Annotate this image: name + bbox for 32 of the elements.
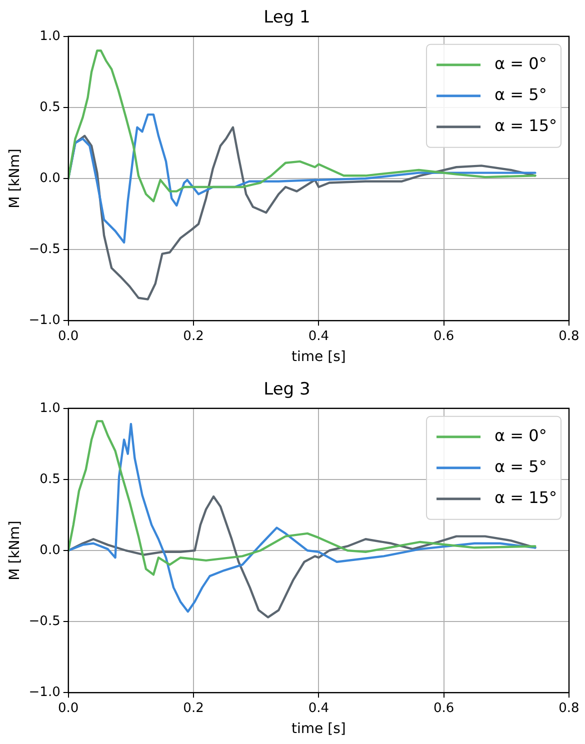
legend-label: α = 5°	[494, 85, 547, 104]
chart-title: Leg 1	[264, 8, 310, 28]
x-axis-title: time [s]	[292, 721, 346, 738]
x-tick-label: 0.4	[308, 328, 330, 344]
chart-title: Leg 3	[264, 380, 310, 400]
x-tick-label: 0.4	[308, 700, 330, 716]
y-tick-label: 0.0	[40, 542, 60, 558]
x-tick-label: 0.8	[558, 328, 580, 344]
y-tick-label: 1.0	[40, 28, 60, 44]
legend-label: α = 0°	[494, 54, 547, 74]
x-tick-label: 0.6	[434, 700, 454, 716]
y-tick-label: −0.5	[28, 614, 60, 629]
y-tick-label: −1.0	[28, 312, 60, 328]
y-tick-label: 0.5	[40, 100, 60, 115]
legend-label: α = 0°	[494, 426, 547, 446]
y-tick-label: 0.0	[40, 170, 60, 186]
x-tick-label: 0.0	[58, 700, 79, 716]
y-axis-title: M [kNm]	[7, 520, 24, 580]
y-tick-label: 1.0	[40, 400, 60, 416]
x-axis-title: time [s]	[292, 349, 346, 366]
y-tick-label: 0.5	[40, 472, 60, 487]
legend-label: α = 15°	[494, 116, 557, 136]
x-tick-label: 0.0	[58, 328, 79, 344]
y-tick-label: −1.0	[28, 684, 60, 700]
x-tick-label: 0.2	[183, 700, 204, 716]
x-tick-label: 0.2	[183, 328, 204, 344]
y-axis-title: M [kNm]	[7, 148, 24, 208]
legend-label: α = 5°	[494, 457, 547, 476]
legend-label: α = 15°	[494, 488, 557, 508]
x-tick-label: 0.8	[558, 700, 580, 716]
x-tick-label: 0.6	[434, 328, 454, 344]
y-tick-label: −0.5	[28, 242, 60, 257]
